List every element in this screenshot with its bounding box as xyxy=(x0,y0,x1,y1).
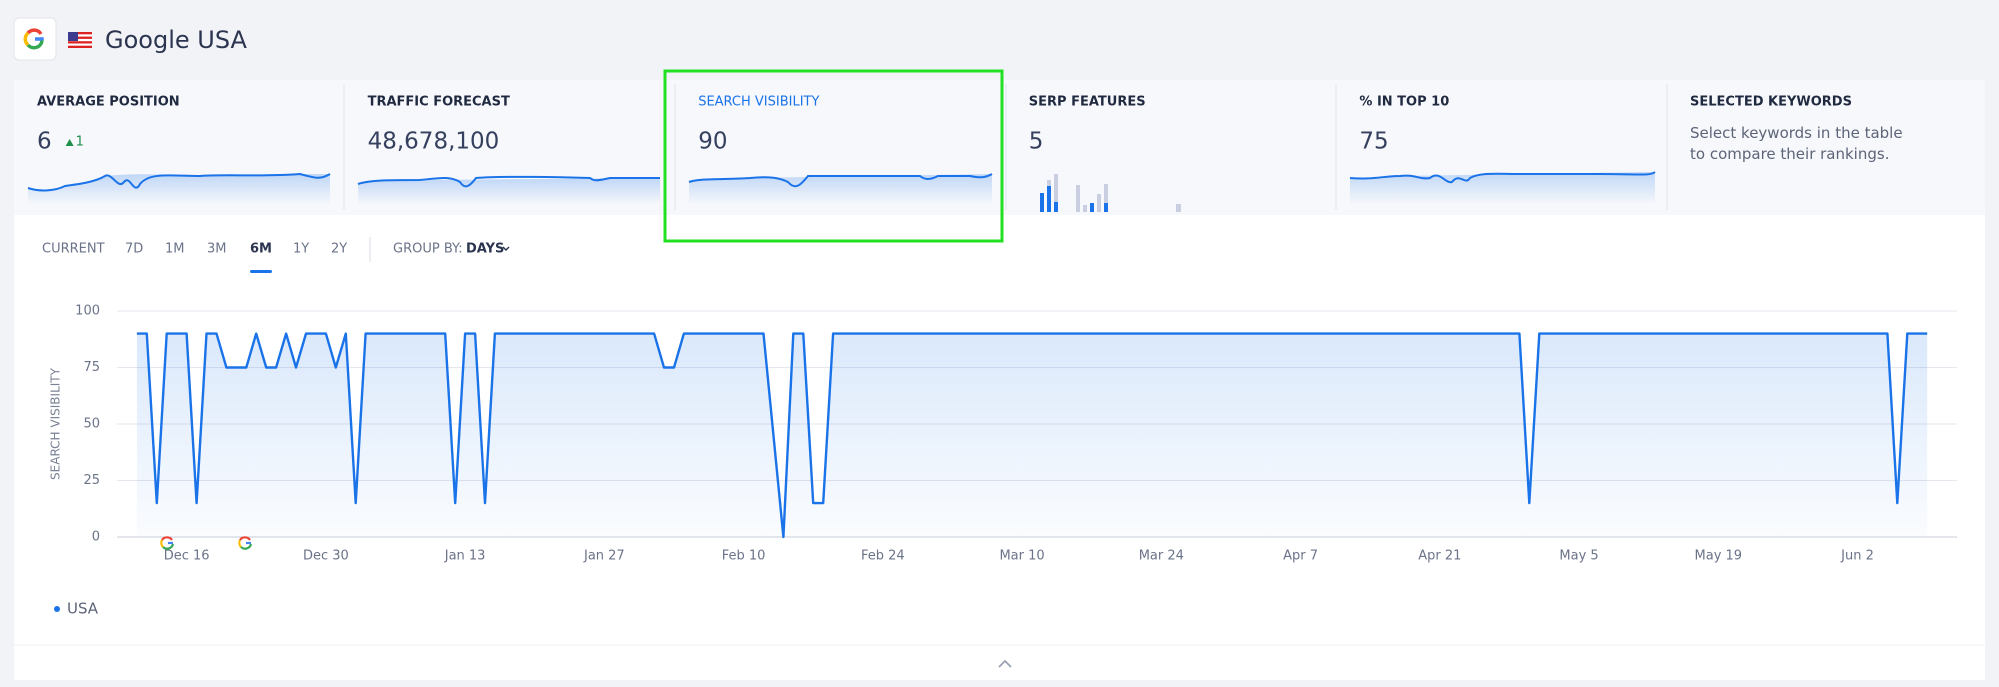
x-tick-label: Apr 7 xyxy=(1283,549,1318,564)
metric-value: 48,678,100 xyxy=(368,129,500,155)
period-tab[interactable]: 3M xyxy=(207,242,227,257)
collapse-toggle[interactable] xyxy=(998,659,1012,668)
chart: 0 25 50 75 100 Dec 16 Dec 30 Jan 13 Jan 27 Feb 10… xyxy=(49,304,1957,618)
card-description: Select keywords in the table to compare … xyxy=(1690,124,1903,163)
x-tick-label: Feb 10 xyxy=(722,549,766,564)
x-tick-label: Jan 27 xyxy=(583,549,625,564)
group-by-select[interactable]: DAYS xyxy=(466,242,504,257)
metric-label: SEARCH VISIBILITY xyxy=(698,95,819,110)
metric-value: 5 xyxy=(1029,129,1044,155)
x-tick-label: Feb 24 xyxy=(861,549,905,564)
period-tab[interactable]: 1M xyxy=(165,242,185,257)
metric-value: 6 xyxy=(37,129,52,155)
legend-marker xyxy=(54,606,60,612)
metric-change: 1 xyxy=(76,135,84,150)
us-flag xyxy=(68,32,92,48)
y-tick-label: 75 xyxy=(83,360,100,375)
y-tick-label: 100 xyxy=(75,304,100,319)
period-tab[interactable]: CURRENT xyxy=(42,242,105,257)
active-indicator xyxy=(250,270,272,273)
metric-value: 75 xyxy=(1359,129,1388,155)
x-tick-label: May 5 xyxy=(1559,549,1598,564)
google-logo xyxy=(23,28,44,50)
y-axis-label: SEARCH VISIBILITY xyxy=(49,367,63,480)
serp-bars xyxy=(1040,174,1181,212)
y-tick-label: 50 xyxy=(83,417,100,432)
up-arrow xyxy=(65,139,74,146)
x-tick-label: Jun 2 xyxy=(1840,549,1874,564)
metric-cards: AVERAGE POSITION 6 1 TRAFFIC FORECAST 48,678… xyxy=(37,95,1852,155)
metric-label: SERP FEATURES xyxy=(1029,95,1146,110)
series-area xyxy=(136,333,1928,537)
metrics-bar xyxy=(14,80,1985,215)
google-markers xyxy=(160,536,253,550)
highlight-box xyxy=(663,69,1004,243)
x-tick-label: Mar 10 xyxy=(999,549,1044,564)
metric-label: % IN TOP 10 xyxy=(1359,95,1449,110)
y-tick-label: 0 xyxy=(92,530,100,545)
period-tab[interactable]: 6M xyxy=(250,242,272,257)
x-tick-label: May 19 xyxy=(1695,549,1743,564)
period-tab[interactable]: 1Y xyxy=(293,242,309,257)
period-tab[interactable]: 2Y xyxy=(331,242,347,257)
period-tabs: CURRENT 7D 1M 3M 6M 1Y 2Y xyxy=(42,242,347,273)
metric-label: AVERAGE POSITION xyxy=(37,95,180,110)
group-by-label: GROUP BY: xyxy=(393,242,463,257)
page-title: Google USA xyxy=(105,26,248,54)
x-tick-label: Dec 30 xyxy=(303,549,349,564)
x-tick-label: Jan 13 xyxy=(444,549,486,564)
legend-label[interactable]: USA xyxy=(67,600,99,618)
metric-label: TRAFFIC FORECAST xyxy=(368,95,510,110)
dropdown-arrow xyxy=(502,246,510,251)
y-tick-label: 25 xyxy=(83,473,100,488)
metric-value: 90 xyxy=(698,129,727,155)
metric-label: SELECTED KEYWORDS xyxy=(1690,95,1852,110)
x-tick-label: Mar 24 xyxy=(1139,549,1184,564)
x-tick-label: Dec 16 xyxy=(164,549,210,564)
period-tab[interactable]: 7D xyxy=(125,242,143,257)
sparkline-areas xyxy=(28,172,1655,205)
card-dividers xyxy=(343,84,1668,210)
series-line xyxy=(136,332,1928,539)
x-tick-label: Apr 21 xyxy=(1418,549,1461,564)
